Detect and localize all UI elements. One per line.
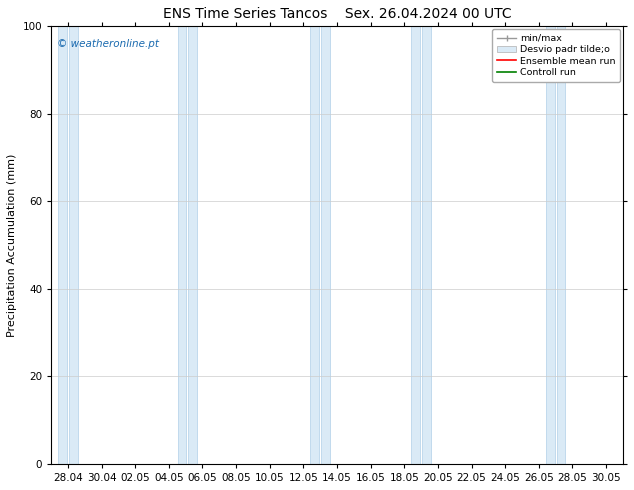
Y-axis label: Precipitation Accumulation (mm): Precipitation Accumulation (mm) [7,153,17,337]
Bar [188,26,197,464]
Text: © weatheronline.pt: © weatheronline.pt [57,39,159,49]
Bar [546,26,555,464]
Bar [557,26,566,464]
Bar [422,26,431,464]
Legend: min/max, Desvio padr tilde;o, Ensemble mean run, Controll run: min/max, Desvio padr tilde;o, Ensemble m… [493,29,620,82]
Bar [178,26,186,464]
Title: ENS Time Series Tancos    Sex. 26.04.2024 00 UTC: ENS Time Series Tancos Sex. 26.04.2024 0… [163,7,512,21]
Bar [311,26,319,464]
Bar [411,26,420,464]
Bar [321,26,330,464]
Bar [69,26,78,464]
Bar [58,26,67,464]
